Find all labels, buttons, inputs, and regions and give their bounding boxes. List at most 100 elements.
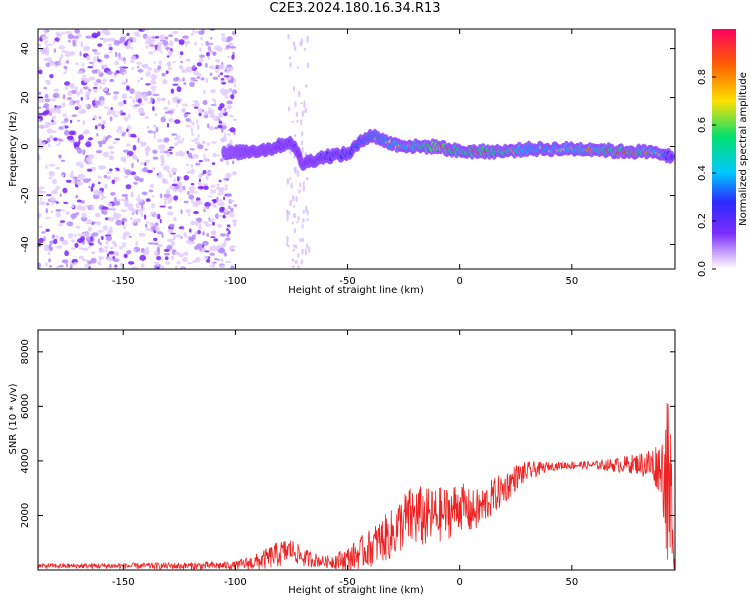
noise-blob xyxy=(190,183,195,186)
noise-blob xyxy=(226,67,231,73)
noise-blob xyxy=(110,192,116,196)
noise-blob xyxy=(200,36,203,41)
snr-marks xyxy=(38,403,675,570)
noise-blob xyxy=(117,56,124,61)
noise-blob xyxy=(143,214,147,220)
noise-blob xyxy=(101,29,108,35)
streak-blob xyxy=(296,170,300,177)
noise-blob xyxy=(195,220,199,227)
noise-blob xyxy=(53,48,57,53)
noise-blob xyxy=(182,107,187,113)
noise-blob xyxy=(220,64,225,70)
noise-blob xyxy=(139,209,142,214)
noise-blob xyxy=(97,59,102,62)
noise-blob xyxy=(113,266,118,269)
noise-blob xyxy=(90,235,93,242)
noise-blob xyxy=(142,94,145,100)
streak-blob xyxy=(301,226,304,229)
streak-blob xyxy=(294,166,297,175)
noise-blob xyxy=(215,70,219,73)
noise-blob xyxy=(112,94,118,101)
noise-blob xyxy=(172,83,179,86)
noise-blob xyxy=(148,51,154,55)
noise-blob xyxy=(181,68,185,74)
noise-blob xyxy=(98,181,101,185)
noise-blob xyxy=(75,194,79,199)
noise-blob xyxy=(61,31,66,35)
noise-blob xyxy=(195,218,201,221)
noise-blob xyxy=(84,247,88,251)
noise-blob xyxy=(83,129,90,135)
noise-blob xyxy=(156,45,162,52)
noise-blob xyxy=(87,66,94,69)
noise-blob xyxy=(226,193,233,197)
noise-blob xyxy=(140,211,143,218)
streak-blob xyxy=(301,248,304,255)
noise-blob xyxy=(107,176,112,180)
noise-blob xyxy=(136,91,142,95)
noise-blob xyxy=(211,263,216,268)
streak-blob xyxy=(293,45,297,52)
colorbar-gradient xyxy=(712,29,736,269)
noise-blob xyxy=(150,73,158,80)
noise-blob xyxy=(194,141,201,145)
streak-blob xyxy=(287,245,290,248)
streak-blob xyxy=(286,213,289,222)
noise-blob xyxy=(173,178,176,183)
noise-blob xyxy=(38,43,42,47)
noise-blob xyxy=(112,258,120,263)
noise-blob xyxy=(183,175,190,181)
noise-blob xyxy=(43,57,48,62)
noise-blob xyxy=(152,156,159,160)
noise-blob xyxy=(121,209,126,212)
noise-blob xyxy=(57,32,64,36)
noise-blob xyxy=(165,47,172,50)
noise-blob xyxy=(102,225,108,231)
noise-blob xyxy=(190,32,195,36)
noise-blob xyxy=(120,198,127,202)
noise-blob xyxy=(208,171,212,175)
noise-blob xyxy=(136,159,139,163)
noise-blob xyxy=(96,190,103,196)
noise-blob xyxy=(194,231,198,236)
noise-blob xyxy=(66,135,74,140)
x-tick-label: -50 xyxy=(339,276,355,287)
noise-blob xyxy=(104,183,108,189)
noise-blob xyxy=(153,133,156,139)
noise-blob xyxy=(38,91,42,95)
streak-blob xyxy=(300,122,303,125)
noise-blob xyxy=(112,141,117,145)
noise-blob xyxy=(198,160,203,162)
noise-blob xyxy=(43,236,46,242)
noise-blob xyxy=(51,119,54,123)
noise-blob xyxy=(168,173,173,178)
noise-blob xyxy=(110,107,113,110)
noise-blob xyxy=(160,154,165,160)
streak-blob xyxy=(300,140,304,146)
noise-blob xyxy=(173,216,177,222)
noise-blob xyxy=(177,150,183,157)
noise-blob xyxy=(185,118,191,122)
noise-blob xyxy=(212,189,217,194)
noise-blob xyxy=(121,100,124,106)
noise-blob xyxy=(185,163,190,166)
noise-blob xyxy=(94,100,101,106)
noise-blob xyxy=(41,231,46,234)
noise-blob xyxy=(203,110,207,116)
noise-blob xyxy=(78,104,82,110)
noise-blob xyxy=(90,257,97,264)
noise-blob xyxy=(61,174,64,178)
spectrogram-marks xyxy=(38,29,675,269)
noise-blob xyxy=(220,78,225,81)
noise-blob xyxy=(231,170,237,176)
noise-blob xyxy=(57,224,63,227)
noise-blob xyxy=(77,119,80,122)
noise-blob xyxy=(123,231,131,237)
noise-blob xyxy=(111,179,116,184)
noise-blob xyxy=(163,248,170,252)
x-tick-label: -100 xyxy=(224,577,247,588)
noise-blob xyxy=(170,232,176,235)
noise-blob xyxy=(190,127,194,133)
noise-blob xyxy=(137,137,140,143)
noise-blob xyxy=(130,191,134,198)
